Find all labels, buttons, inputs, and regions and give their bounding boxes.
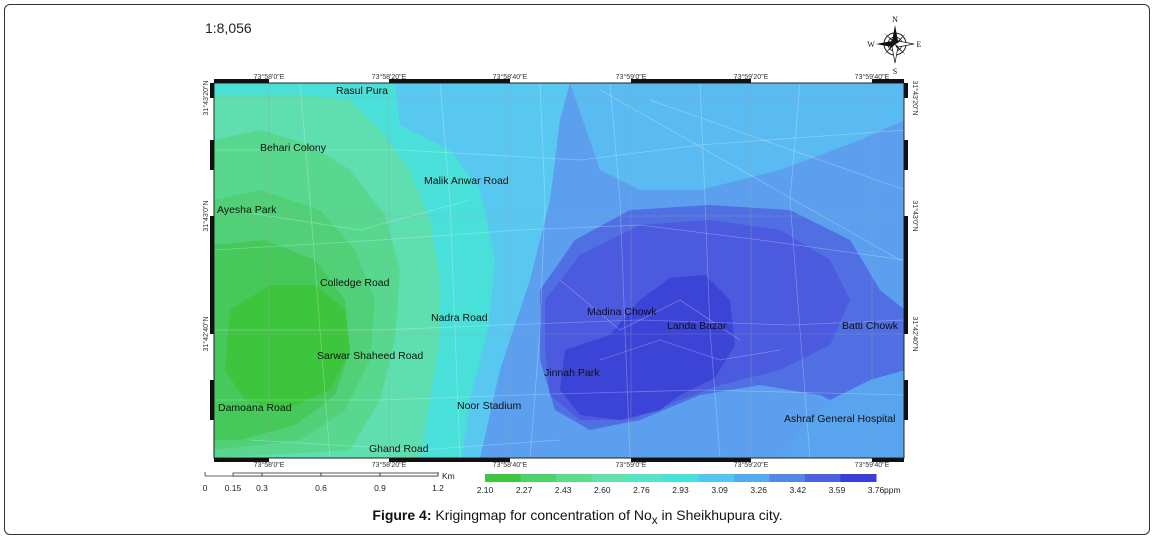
- scale-tick: 0.15: [225, 483, 242, 493]
- coord-y-label: 31°43'0"N: [911, 200, 919, 231]
- legend-swatch: [698, 474, 735, 482]
- place-label-noor-stadium: Noor Stadium: [457, 400, 521, 412]
- coord-x-label: 73°59'20"E: [734, 73, 769, 81]
- legend-break-label: 2.76: [633, 485, 650, 495]
- legend-swatch: [840, 474, 877, 482]
- compass-e: E: [917, 40, 922, 49]
- scale-ratio: 1:8,056: [205, 20, 252, 36]
- coord-x-label: 73°58'20"E: [372, 461, 407, 469]
- place-label-batti-chowk: Batti Chowk: [842, 320, 899, 332]
- legend-swatch: [662, 474, 699, 482]
- legend-swatch: [769, 474, 806, 482]
- legend-break-label: 2.93: [672, 485, 689, 495]
- coord-x-label: 73°59'40"E: [855, 73, 890, 81]
- coord-x-label: 73°58'0"E: [254, 461, 285, 469]
- scale-tick: 1.2: [432, 483, 444, 493]
- place-label-ghand-road: Ghand Road: [369, 443, 429, 455]
- place-label-jinnah-park: Jinnah Park: [544, 367, 600, 379]
- scale-bar: Km 0 0.15 0.3 0.6 0.9 1.2: [203, 471, 455, 493]
- place-label-nadra-road: Nadra Road: [431, 312, 488, 324]
- place-label-ashraf-general-hospital: Ashraf General Hospital: [784, 413, 895, 425]
- coord-x-label: 73°59'20"E: [734, 461, 769, 469]
- coord-y-label: 31°43'20"N: [202, 80, 210, 115]
- coord-y-label: 31°42'40"N: [202, 316, 210, 351]
- legend-swatch: [591, 474, 628, 482]
- compass-w: W: [867, 40, 875, 49]
- figure-frame: [4, 4, 1150, 535]
- compass-rose-icon: N S E W: [867, 15, 921, 76]
- coord-x-label: 73°59'40"E: [855, 461, 890, 469]
- legend-break-label: 2.10: [477, 485, 494, 495]
- coord-y-label: 31°43'20"N: [911, 80, 919, 115]
- legend-swatch: [804, 474, 841, 482]
- place-label-colledge-road: Colledge Road: [320, 277, 390, 289]
- legend-swatch: [556, 474, 593, 482]
- place-label-behari-colony: Behari Colony: [260, 142, 327, 154]
- place-label-madina-chowk: Madina Chowk: [587, 306, 657, 318]
- scale-unit: Km: [442, 471, 455, 481]
- coords-top: 73°58'0"E 73°58'20"E 73°58'40"E 73°59'0"…: [254, 73, 890, 81]
- caption-text-after: in Sheikhupura city.: [657, 507, 783, 523]
- legend-swatch: [733, 474, 770, 482]
- graticule: [214, 83, 904, 458]
- scale-tick: 0.6: [315, 483, 327, 493]
- scale-tick: 0: [203, 483, 208, 493]
- scale-tick: 0.3: [256, 483, 268, 493]
- coord-x-label: 73°58'40"E: [493, 461, 528, 469]
- legend-labels: 2.10 2.27 2.43 2.60 2.76 2.93 3.09 3.26 3.42 3.59…: [477, 485, 885, 495]
- legend-swatch: [485, 474, 522, 482]
- caption-label: Figure 4:: [372, 507, 432, 523]
- coords-right: 31°43'20"N 31°43'0"N 31°42'40"N: [911, 80, 919, 351]
- legend-break-label: 3.59: [829, 485, 846, 495]
- place-label-landa-bazar: Landa Bazar: [667, 320, 727, 332]
- place-label-malik-anwar-road: Malik Anwar Road: [424, 175, 509, 187]
- legend-break-label: 3.09: [711, 485, 728, 495]
- place-label-ayesha-park: Ayesha Park: [217, 204, 277, 216]
- coord-y-label: 31°43'0"N: [202, 200, 210, 231]
- road-network: [214, 83, 904, 458]
- place-label-rasul-pura: Rasul Pura: [336, 85, 388, 97]
- coords-bottom: 73°58'0"E 73°58'20"E 73°58'40"E 73°59'0"…: [254, 461, 890, 469]
- legend-unit: ppm: [884, 485, 901, 495]
- legend-break-label: 3.42: [790, 485, 807, 495]
- legend-break-label: 3.26: [750, 485, 767, 495]
- coords-left: 31°43'20"N 31°43'0"N 31°42'40"N: [202, 80, 210, 351]
- scale-tick: 0.9: [374, 483, 386, 493]
- figure-caption: Figure 4: Krigingmap for concentration o…: [0, 507, 1155, 527]
- compass-s: S: [893, 67, 897, 76]
- map-neatline: [210, 79, 908, 462]
- legend-break-label: 2.60: [594, 485, 611, 495]
- legend-swatch: [520, 474, 557, 482]
- legend-color-ramp: [485, 474, 877, 482]
- legend-swatch: [627, 474, 664, 482]
- compass-n: N: [892, 15, 898, 24]
- place-label-sarwar-shaheed-road: Sarwar Shaheed Road: [317, 350, 423, 362]
- caption-subscript: x: [651, 513, 658, 527]
- coord-x-label: 73°58'0"E: [254, 73, 285, 81]
- place-labels: Rasul Pura Behari Colony Malik Anwar Roa…: [217, 85, 899, 455]
- kriging-surface: [214, 83, 904, 458]
- place-label-damoana-road: Damoana Road: [218, 402, 292, 414]
- legend-break-label: 2.43: [555, 485, 572, 495]
- coord-x-label: 73°59'0"E: [616, 73, 647, 81]
- legend-break-label: 3.76: [868, 485, 885, 495]
- coord-x-label: 73°58'40"E: [493, 73, 528, 81]
- coord-x-label: 73°58'20"E: [372, 73, 407, 81]
- coord-y-label: 31°42'40"N: [911, 316, 919, 351]
- legend-break-label: 2.27: [516, 485, 533, 495]
- caption-text-before: Krigingmap for concentration of No: [431, 507, 652, 523]
- coord-x-label: 73°59'0"E: [616, 461, 647, 469]
